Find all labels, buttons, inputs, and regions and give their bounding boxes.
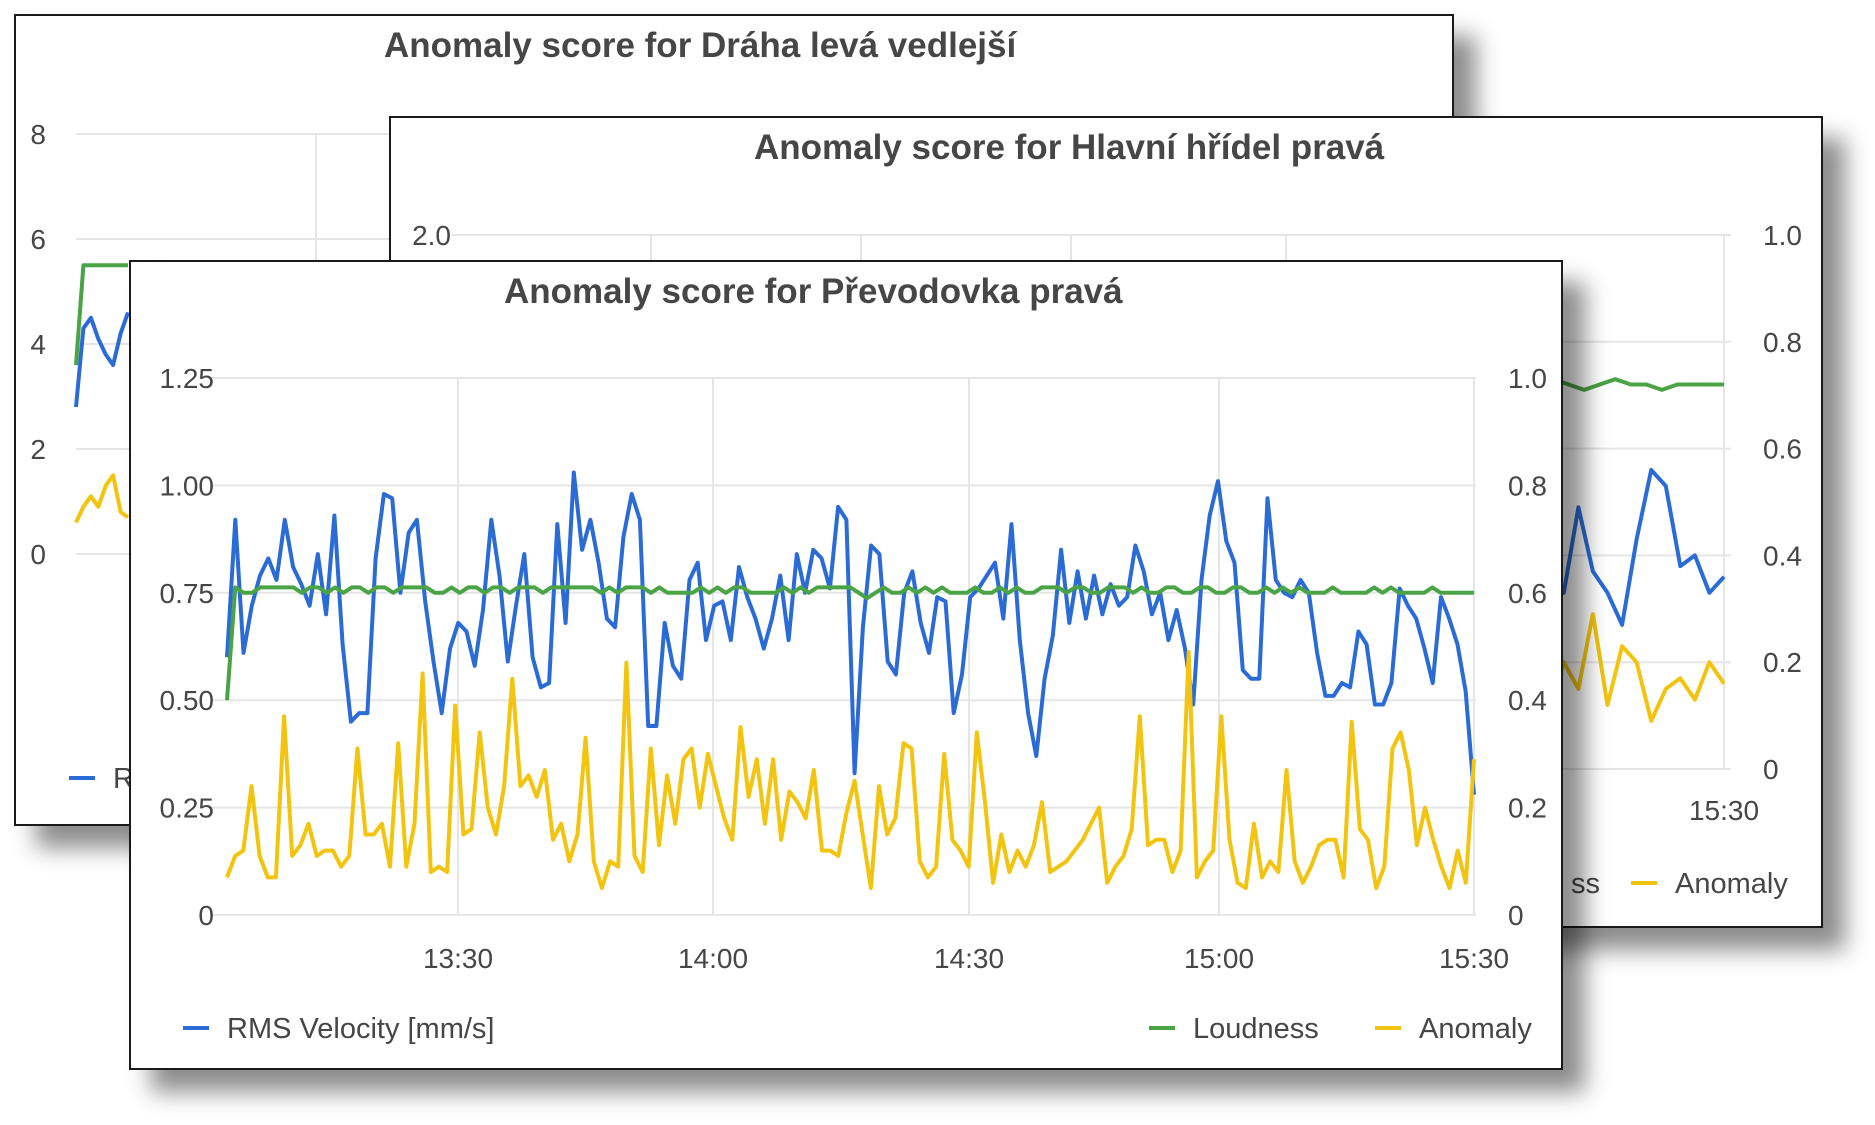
y-tick-label: 0.75 bbox=[160, 578, 215, 609]
x-tick-label: 13:30 bbox=[423, 943, 493, 974]
y-tick-label: 0 bbox=[198, 900, 214, 931]
y-right-tick-label: 0.8 bbox=[1508, 470, 1547, 501]
y-right-tick-label: 0.4 bbox=[1763, 540, 1802, 571]
chart-title: Anomaly score for Dráha levá vedlejší bbox=[384, 26, 1017, 65]
y-tick-label: 1.25 bbox=[160, 363, 215, 394]
x-tick-label: 14:00 bbox=[678, 943, 748, 974]
y-tick-label: 2.0 bbox=[412, 220, 451, 251]
y-tick-label: 6 bbox=[30, 224, 46, 255]
y-tick-label: 8 bbox=[30, 119, 46, 150]
legend-label-anomaly: Anomaly bbox=[1675, 868, 1788, 900]
x-tick-label: 15:30 bbox=[1439, 943, 1509, 974]
y-right-tick-label: 0.2 bbox=[1763, 647, 1802, 678]
y-tick-label: 0 bbox=[30, 539, 46, 570]
legend-label-anomaly: Anomaly bbox=[1419, 1013, 1532, 1045]
y-tick-label: 4 bbox=[30, 329, 46, 360]
legend-label-rms-velocity-mm-s: RMS Velocity [mm/s] bbox=[227, 1013, 495, 1045]
legend-label-r: R bbox=[113, 763, 134, 795]
y-right-tick-label: 0.2 bbox=[1508, 793, 1547, 824]
chart-svg: 1.25 1.00 0.75 0.50 0.25 0 1.0 0.8 0.6 0.4 0.2 0 13:… bbox=[160, 363, 1547, 1045]
panel-prevodovka: Anomaly score for Převodovka pravá 1.25 1… bbox=[129, 260, 1563, 1070]
x-tick-label: 15:00 bbox=[1184, 943, 1254, 974]
series-loudness bbox=[225, 585, 1474, 701]
chart-title: Anomaly score for Převodovka pravá bbox=[504, 272, 1123, 311]
y-right-tick-label: 0.4 bbox=[1508, 685, 1547, 716]
y-tick-label: 1.00 bbox=[160, 470, 215, 501]
legend-label-loudness: Loudness bbox=[1193, 1013, 1319, 1045]
y-right-tick-label: 0.6 bbox=[1763, 434, 1802, 465]
y-right-tick-label: 1.0 bbox=[1763, 220, 1802, 251]
chart-title: Anomaly score for Hlavní hřídel pravá bbox=[754, 128, 1385, 167]
y-right-tick-label: 1.0 bbox=[1508, 363, 1547, 394]
series-rms-velocity-mm-s bbox=[225, 470, 1476, 795]
y-right-tick-label: 0.8 bbox=[1763, 327, 1802, 358]
y-tick-label: 0.50 bbox=[160, 685, 215, 716]
series-loudness bbox=[74, 263, 128, 366]
series-anomaly bbox=[74, 473, 130, 524]
y-right-tick-label: 0.6 bbox=[1508, 578, 1547, 609]
x-tick-label: 14:30 bbox=[934, 943, 1004, 974]
y-tick-label: 2 bbox=[30, 434, 46, 465]
series-anomaly bbox=[225, 649, 1476, 891]
series-rms-velocity-mm-s bbox=[74, 311, 130, 408]
y-right-tick-label: 0 bbox=[1508, 900, 1524, 931]
x-tick-label: 15:30 bbox=[1689, 795, 1759, 826]
y-tick-label: 0.25 bbox=[160, 793, 215, 824]
y-right-tick-label: 0 bbox=[1763, 754, 1779, 785]
legend-label-loudness-partial: ss bbox=[1571, 868, 1600, 900]
